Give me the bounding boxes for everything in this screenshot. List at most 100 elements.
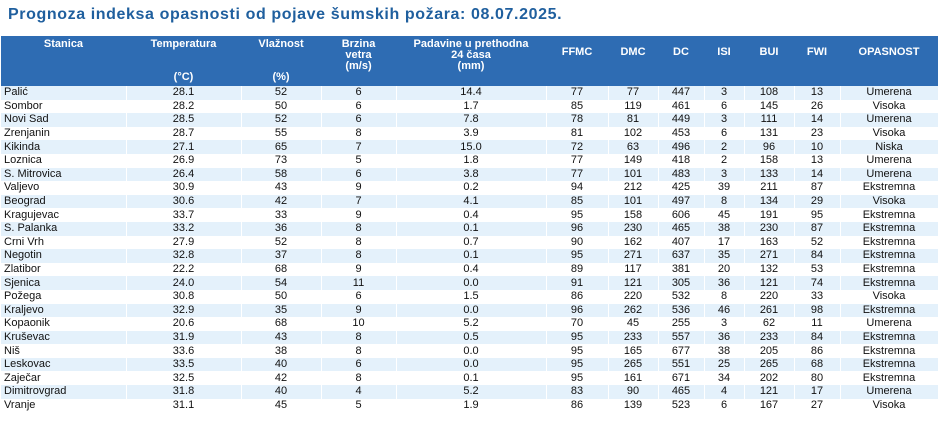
cell-ffmc: 83 [546, 385, 609, 399]
cell-stanica: Loznica [1, 153, 127, 168]
cell-temperatura: 30.9 [126, 181, 242, 195]
cell-dmc: 101 [608, 167, 659, 182]
cell-bui: 233 [744, 330, 795, 345]
cell-temperatura: 27.1 [126, 140, 242, 154]
cell-opasnost: Umerena [840, 317, 939, 331]
cell-brzina-vetra: 9 [321, 303, 397, 318]
cell-ffmc: 77 [546, 153, 609, 168]
cell-temperatura: 31.1 [126, 398, 242, 413]
cell-vlaznost: 36 [241, 221, 322, 236]
cell-fwi: 80 [794, 371, 841, 386]
cell-isi: 3 [704, 167, 745, 182]
cell-vlaznost: 73 [241, 153, 322, 168]
cell-dmc: 90 [608, 385, 659, 399]
cell-dmc: 101 [608, 194, 659, 209]
cell-vlaznost: 52 [241, 113, 322, 127]
cell-dc: 465 [658, 221, 705, 236]
cell-dmc: 149 [608, 153, 659, 168]
cell-stanica: Palić [1, 86, 127, 100]
cell-padavine: 0.4 [396, 208, 547, 222]
cell-isi: 6 [704, 126, 745, 141]
cell-stanica: Crni Vrh [1, 235, 127, 250]
table-row: Valjevo 30.9 43 9 0.2 94 212 425 39 211 87 Ekstremn… [1, 181, 939, 195]
cell-opasnost: Ekstremna [840, 249, 939, 263]
cell-padavine: 4.1 [396, 194, 547, 209]
cell-opasnost: Visoka [840, 99, 939, 114]
cell-stanica: Sjenica [1, 276, 127, 290]
cell-padavine: 0.0 [396, 303, 547, 318]
cell-ffmc: 96 [546, 221, 609, 236]
table-body: Palić 28.1 52 6 14.4 77 77 447 3 108 13 Umerena Somb… [1, 86, 939, 413]
cell-ffmc: 95 [546, 371, 609, 386]
cell-dmc: 162 [608, 235, 659, 250]
cell-dc: 536 [658, 303, 705, 318]
cell-opasnost: Umerena [840, 167, 939, 182]
cell-stanica: Zaječar [1, 371, 127, 386]
cell-stanica: Sombor [1, 99, 127, 114]
cell-padavine: 0.1 [396, 221, 547, 236]
header-stanica: Stanica [1, 36, 126, 86]
cell-opasnost: Visoka [840, 126, 939, 141]
cell-dmc: 139 [608, 398, 659, 413]
cell-vlaznost: 40 [241, 385, 322, 399]
table-row: Kruševac 31.9 43 8 0.5 95 233 557 36 233 84 Ekstrem… [1, 330, 939, 345]
cell-ffmc: 70 [546, 317, 609, 331]
cell-brzina-vetra: 9 [321, 262, 397, 277]
cell-padavine: 5.2 [396, 317, 547, 331]
cell-bui: 265 [744, 357, 795, 372]
cell-opasnost: Visoka [840, 289, 939, 304]
cell-stanica: Kraljevo [1, 303, 127, 318]
table-row: Dimitrovgrad 31.8 40 4 5.2 83 90 465 4 121 17 Umere… [1, 385, 939, 399]
cell-bui: 121 [744, 276, 795, 290]
cell-dc: 449 [658, 113, 705, 127]
cell-isi: 6 [704, 99, 745, 114]
cell-dc: 453 [658, 126, 705, 141]
cell-bui: 121 [744, 385, 795, 399]
cell-vlaznost: 68 [241, 317, 322, 331]
cell-dmc: 63 [608, 140, 659, 154]
cell-vlaznost: 33 [241, 208, 322, 222]
cell-stanica: Kruševac [1, 330, 127, 345]
cell-dmc: 121 [608, 276, 659, 290]
cell-isi: 17 [704, 235, 745, 250]
cell-dc: 461 [658, 99, 705, 114]
cell-dc: 305 [658, 276, 705, 290]
cell-bui: 145 [744, 99, 795, 114]
table-row: Kopaonik 20.6 68 10 5.2 70 45 255 3 62 11 Umerena [1, 317, 939, 331]
cell-bui: 96 [744, 140, 795, 154]
table-row: Kragujevac 33.7 33 9 0.4 95 158 606 45 191 95 Ekstr… [1, 208, 939, 222]
cell-dmc: 117 [608, 262, 659, 277]
cell-padavine: 7.8 [396, 113, 547, 127]
table-row: Požega 30.8 50 6 1.5 86 220 532 8 220 33 Visoka [1, 289, 939, 304]
cell-opasnost: Visoka [840, 194, 939, 209]
cell-stanica: Kikinda [1, 140, 127, 154]
cell-dmc: 220 [608, 289, 659, 304]
cell-padavine: 0.1 [396, 371, 547, 386]
cell-fwi: 17 [794, 385, 841, 399]
cell-dmc: 212 [608, 181, 659, 195]
cell-temperatura: 26.9 [126, 153, 242, 168]
cell-opasnost: Ekstremna [840, 276, 939, 290]
cell-bui: 202 [744, 371, 795, 386]
table-row: Sjenica 24.0 54 11 0.0 91 121 305 36 121 74 Ekstrem… [1, 276, 939, 290]
cell-ffmc: 72 [546, 140, 609, 154]
cell-temperatura: 28.2 [126, 99, 242, 114]
cell-temperatura: 32.5 [126, 371, 242, 386]
cell-padavine: 3.9 [396, 126, 547, 141]
table-row: Zrenjanin 28.7 55 8 3.9 81 102 453 6 131 23 Visoka [1, 126, 939, 141]
cell-ffmc: 85 [546, 194, 609, 209]
cell-fwi: 84 [794, 330, 841, 345]
forecast-table-container: Stanica Temperatura (°C) Vlažnost (%) Br… [1, 36, 939, 413]
cell-opasnost: Ekstremna [840, 262, 939, 277]
cell-opasnost: Ekstremna [840, 221, 939, 236]
cell-vlaznost: 52 [241, 86, 322, 100]
cell-stanica: S. Palanka [1, 221, 127, 236]
cell-bui: 271 [744, 249, 795, 263]
table-row: Novi Sad 28.5 52 6 7.8 78 81 449 3 111 14 Umerena [1, 113, 939, 127]
cell-bui: 167 [744, 398, 795, 413]
cell-brzina-vetra: 8 [321, 371, 397, 386]
header-isi: ISI [704, 36, 744, 86]
cell-dmc: 165 [608, 344, 659, 358]
table-row: Beograd 30.6 42 7 4.1 85 101 497 8 134 29 Visoka [1, 194, 939, 209]
cell-temperatura: 33.2 [126, 221, 242, 236]
